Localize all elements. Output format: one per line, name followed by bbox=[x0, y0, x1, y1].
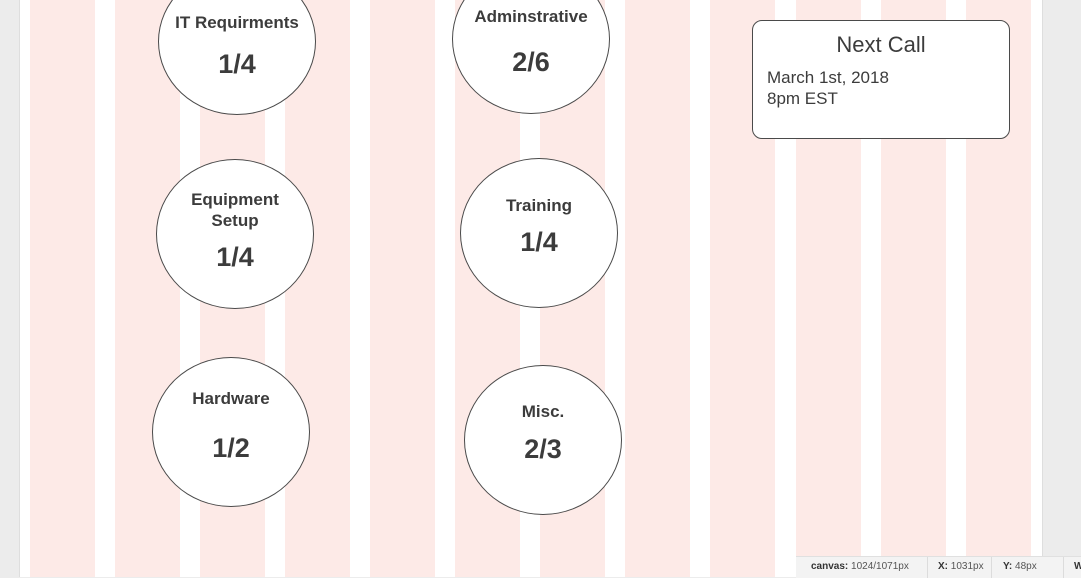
width-readout: W bbox=[1074, 561, 1081, 572]
category-count: 2/3 bbox=[524, 434, 562, 464]
canvas-size-label: canvas: bbox=[811, 561, 849, 572]
x-coordinate-readout: X: 1031px bbox=[938, 561, 984, 572]
category-circle-equipment-setup[interactable]: Equipment Setup 1/4 bbox=[156, 159, 314, 309]
x-coordinate-value: 1031px bbox=[950, 561, 984, 572]
status-divider bbox=[927, 557, 928, 578]
status-divider bbox=[1063, 557, 1064, 578]
y-coordinate-label: Y: bbox=[1003, 561, 1013, 572]
y-coordinate-value: 48px bbox=[1015, 561, 1037, 572]
status-divider bbox=[991, 557, 992, 578]
category-count: 1/4 bbox=[520, 227, 558, 257]
y-coordinate-readout: Y: 48px bbox=[1003, 561, 1037, 572]
width-label: W bbox=[1074, 561, 1081, 572]
next-call-title: Next Call bbox=[836, 32, 926, 57]
category-label: Adminstrative bbox=[474, 7, 588, 26]
next-call-time: 8pm EST bbox=[767, 89, 838, 108]
category-label: Hardware bbox=[192, 389, 270, 408]
grid-column bbox=[285, 0, 350, 577]
grid-column bbox=[370, 0, 435, 577]
category-circle-hardware[interactable]: Hardware 1/2 bbox=[152, 357, 310, 507]
x-coordinate-label: X: bbox=[938, 561, 948, 572]
design-canvas[interactable]: IT Requirments 1/4 Adminstrative 2/6 Equ… bbox=[19, 0, 1043, 577]
next-call-date: March 1st, 2018 bbox=[767, 68, 889, 87]
category-label: Equipment Setup bbox=[191, 190, 279, 230]
canvas-size-readout: canvas: 1024/1071px bbox=[811, 561, 909, 572]
category-count: 2/6 bbox=[512, 47, 550, 77]
grid-column bbox=[30, 0, 95, 577]
category-circle-misc[interactable]: Misc. 2/3 bbox=[464, 365, 622, 515]
category-count: 1/2 bbox=[212, 433, 250, 463]
category-circle-training[interactable]: Training 1/4 bbox=[460, 158, 618, 308]
canvas-size-value: 1024/1071px bbox=[851, 561, 909, 572]
category-count: 1/4 bbox=[218, 49, 256, 79]
category-label: IT Requirments bbox=[175, 13, 299, 32]
grid-column bbox=[115, 0, 180, 577]
grid-column bbox=[625, 0, 690, 577]
category-count: 1/4 bbox=[216, 242, 254, 272]
category-label: Training bbox=[505, 196, 573, 215]
next-call-card[interactable]: Next Call March 1st, 2018 8pm EST bbox=[752, 20, 1010, 139]
category-circle-it-requirements[interactable]: IT Requirments 1/4 bbox=[158, 0, 316, 115]
editor-status-bar: canvas: 1024/1071px X: 1031px Y: 48px W bbox=[796, 556, 1081, 578]
category-label: Misc. bbox=[521, 402, 565, 421]
